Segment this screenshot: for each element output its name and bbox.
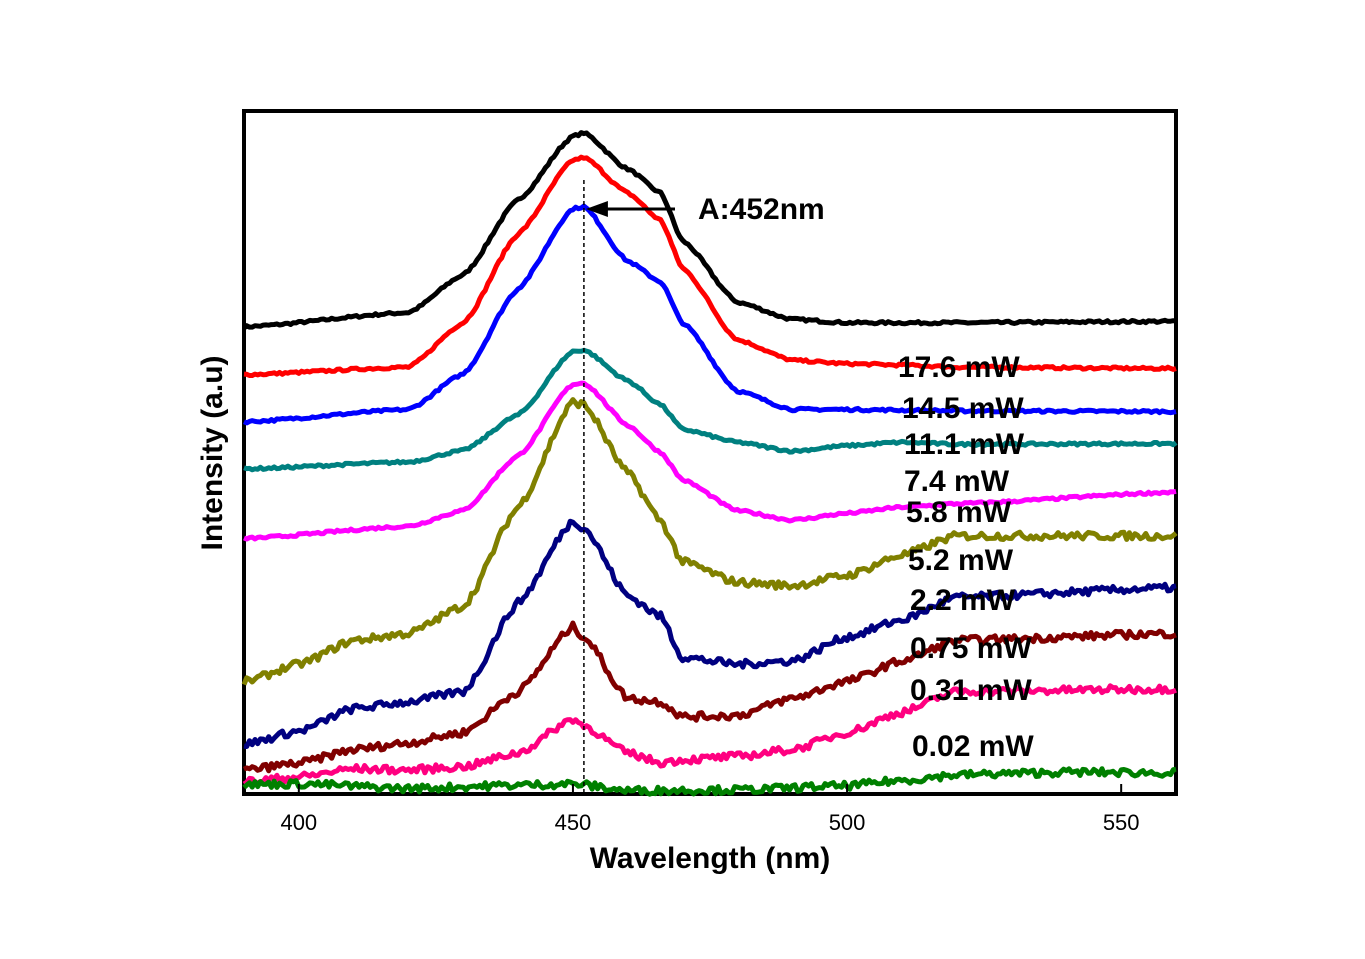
- series-line-14-5-mw: [243, 154, 1177, 378]
- peak-arrow-head: [585, 201, 608, 217]
- series-line-5-8-mw: [243, 380, 1177, 542]
- annotation-group: A:452nm: [583, 180, 825, 794]
- series-line-2-2-mw: [243, 518, 1177, 749]
- series-label: 0.31 mW: [910, 674, 1032, 707]
- series-label: 5.2 mW: [908, 544, 1014, 577]
- series-label: 17.6 mW: [898, 351, 1020, 384]
- series-label: 0.75 mW: [910, 632, 1032, 665]
- series-line-0-75-mw: [242, 620, 1177, 774]
- x-axis-title: Wavelength (nm): [590, 842, 831, 875]
- series-label: 14.5 mW: [902, 392, 1024, 425]
- plot-frame: [242, 109, 1178, 796]
- series-label: 5.8 mW: [906, 496, 1012, 529]
- x-tick-label: 400: [280, 810, 317, 835]
- series-label: 2.2 mW: [910, 584, 1016, 617]
- x-axis: 400 450 500 550: [280, 784, 1140, 835]
- x-tick-label: 550: [1103, 810, 1140, 835]
- series-label: 0.02 mW: [912, 730, 1034, 763]
- peak-annotation-text: A:452nm: [698, 193, 825, 226]
- series-label: 11.1 mW: [904, 428, 1025, 461]
- series-group: [241, 130, 1178, 797]
- series-line-0-02-mw: [242, 766, 1177, 797]
- series-line-5-2-mw: [241, 397, 1178, 686]
- series-line-7-4-mw: [243, 347, 1178, 473]
- series-line-11-1-mw: [242, 203, 1177, 426]
- x-tick-label: 450: [555, 810, 592, 835]
- series-label: 7.4 mW: [904, 465, 1010, 498]
- x-tick-label: 500: [829, 810, 866, 835]
- series-line-0-31-mw: [242, 683, 1177, 787]
- series-line-17-6-mw: [242, 130, 1177, 330]
- y-axis-title: Intensity (a.u): [196, 355, 229, 550]
